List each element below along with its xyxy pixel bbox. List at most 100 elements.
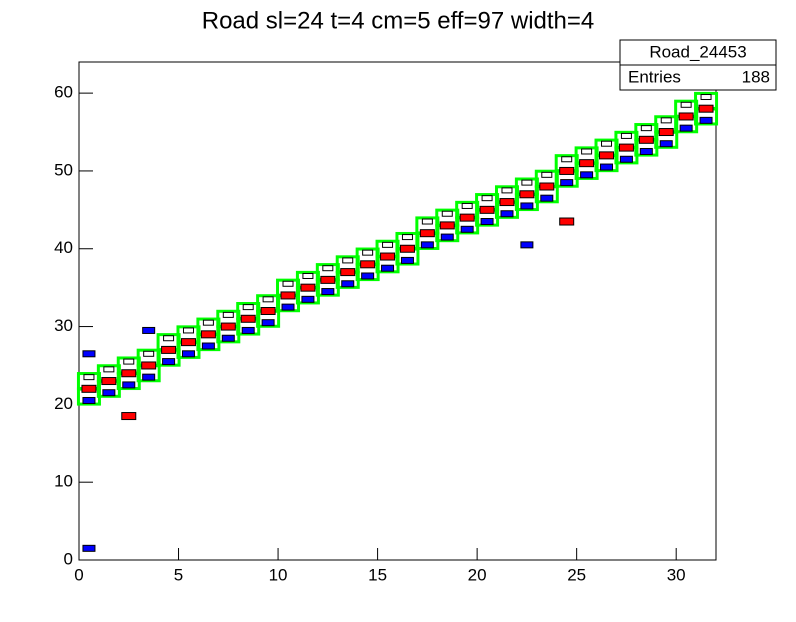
chart-title: Road sl=24 t=4 cm=5 eff=97 width=4 xyxy=(202,7,595,34)
stats-entries-label: Entries xyxy=(628,67,681,86)
bin-box xyxy=(440,233,454,241)
bin-box xyxy=(540,194,554,202)
bin-box xyxy=(222,311,234,318)
bin-box xyxy=(221,334,235,342)
bin-box xyxy=(640,125,652,132)
bin-box xyxy=(620,132,632,139)
bin-box xyxy=(639,147,653,155)
bin-box xyxy=(161,345,177,354)
bin-box xyxy=(163,335,175,342)
bin-box xyxy=(699,116,713,124)
bin-box xyxy=(201,342,215,350)
y-tick-label: 20 xyxy=(54,394,73,413)
bin-box xyxy=(121,369,137,378)
x-tick-label: 10 xyxy=(269,565,288,584)
bin-box xyxy=(301,295,315,303)
bin-box xyxy=(240,314,256,323)
bin-box xyxy=(579,159,595,168)
bin-box xyxy=(162,358,176,366)
bin-box xyxy=(102,389,116,397)
bin-box xyxy=(679,124,693,132)
bin-box xyxy=(322,265,334,272)
bin-box xyxy=(220,322,236,331)
bin-box xyxy=(381,264,395,272)
bin-box xyxy=(141,361,157,370)
bin-box xyxy=(441,210,453,217)
y-tick-label: 0 xyxy=(64,549,73,568)
bin-box xyxy=(501,187,513,194)
x-tick-label: 5 xyxy=(174,565,183,584)
bin-box xyxy=(678,112,694,121)
x-tick-label: 30 xyxy=(667,565,686,584)
bin-box xyxy=(282,280,294,287)
bin-box xyxy=(581,148,593,155)
y-tick-label: 50 xyxy=(54,160,73,179)
bin-box xyxy=(302,272,314,279)
bin-box xyxy=(280,291,296,300)
bin-box xyxy=(559,166,575,175)
bin-box xyxy=(660,117,672,124)
x-tick-label: 0 xyxy=(74,565,83,584)
bin-box xyxy=(619,155,633,163)
x-tick-label: 25 xyxy=(567,565,586,584)
bin-box xyxy=(600,163,614,171)
bin-box xyxy=(421,218,433,225)
bin-box xyxy=(142,373,156,381)
bin-box xyxy=(638,135,654,144)
bin-box xyxy=(382,241,394,248)
stats-name: Road_24453 xyxy=(649,42,746,61)
bin-box xyxy=(361,272,375,280)
y-tick-label: 30 xyxy=(54,316,73,335)
bin-box xyxy=(182,327,194,334)
bin-box xyxy=(659,140,673,148)
bin-box xyxy=(122,381,136,389)
bin-box xyxy=(121,412,137,421)
bin-box xyxy=(680,101,692,108)
bin-box xyxy=(618,143,634,152)
plot-frame xyxy=(78,61,717,561)
bin-box xyxy=(262,296,274,303)
stats-box: Road_24453 Entries 188 xyxy=(619,39,777,91)
bin-box xyxy=(320,275,336,284)
bin-box xyxy=(81,384,97,393)
bin-box xyxy=(461,202,473,209)
bin-box xyxy=(143,350,155,357)
bin-box xyxy=(521,179,533,186)
bin-box xyxy=(362,249,374,256)
bin-box xyxy=(181,350,195,358)
bin-box xyxy=(480,218,494,226)
bin-box xyxy=(541,171,553,178)
bin-box xyxy=(360,260,376,269)
bin-box xyxy=(519,190,535,199)
bin-box xyxy=(499,198,515,207)
bin-box xyxy=(580,171,594,179)
bin-box xyxy=(82,350,96,358)
bin-box xyxy=(103,366,115,373)
bin-box xyxy=(260,307,276,315)
y-tick-label: 40 xyxy=(54,238,73,257)
bin-box xyxy=(420,241,434,249)
bin-box xyxy=(242,304,254,311)
bin-box xyxy=(539,182,555,191)
bin-box xyxy=(300,283,316,292)
bin-box xyxy=(340,268,356,277)
bin-box xyxy=(180,338,196,347)
bin-box xyxy=(200,330,216,339)
bin-box xyxy=(599,151,615,160)
bin-box xyxy=(500,210,514,218)
bin-box xyxy=(342,257,354,264)
bin-box xyxy=(380,252,396,261)
x-tick-label: 15 xyxy=(368,565,387,584)
bin-box xyxy=(261,319,275,327)
bin-box xyxy=(559,217,575,226)
bin-box xyxy=(321,288,335,296)
bin-box xyxy=(560,179,574,187)
bin-box xyxy=(202,319,214,326)
bin-box xyxy=(142,326,156,334)
y-tick-label: 60 xyxy=(54,83,73,102)
bin-box xyxy=(400,256,414,264)
bin-box xyxy=(700,94,712,101)
bin-box xyxy=(561,156,573,163)
